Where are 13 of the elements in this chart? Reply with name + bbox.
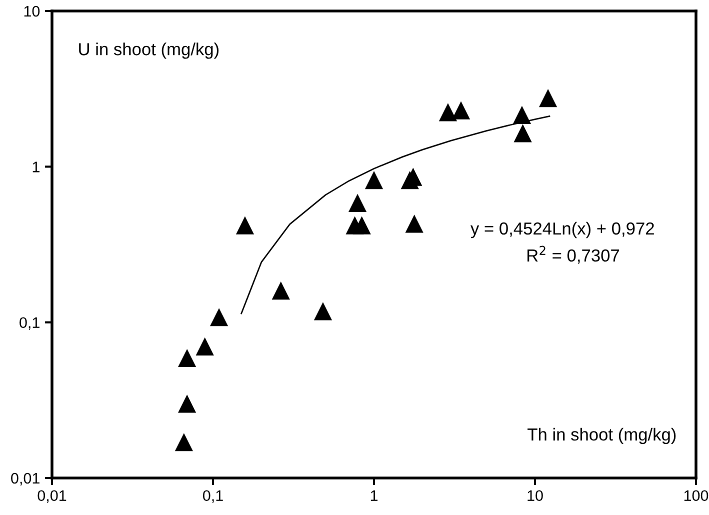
x-tick-label: 1	[370, 490, 378, 501]
y-tick-label: 10	[24, 6, 40, 17]
x-tick-label: 0,01	[38, 490, 66, 503]
y-tick-label: 0,01	[11, 472, 40, 486]
y-axis-title: U in shoot (mg/kg)	[79, 42, 219, 59]
y-tick-label: 1	[32, 162, 40, 172]
annotation: R$^{2}$ = 0,7307	[528, 246, 620, 264]
y-tick-label: 0,1	[20, 317, 40, 330]
x-tick-label: 0,1	[202, 490, 223, 503]
x-tick-label: 10	[528, 490, 543, 502]
x-tick-label: 100	[684, 490, 708, 502]
annotation: y = 0,4524Ln(x) + 0,972	[470, 222, 654, 238]
x-axis-title: Th in shoot (mg/kg)	[528, 428, 676, 444]
